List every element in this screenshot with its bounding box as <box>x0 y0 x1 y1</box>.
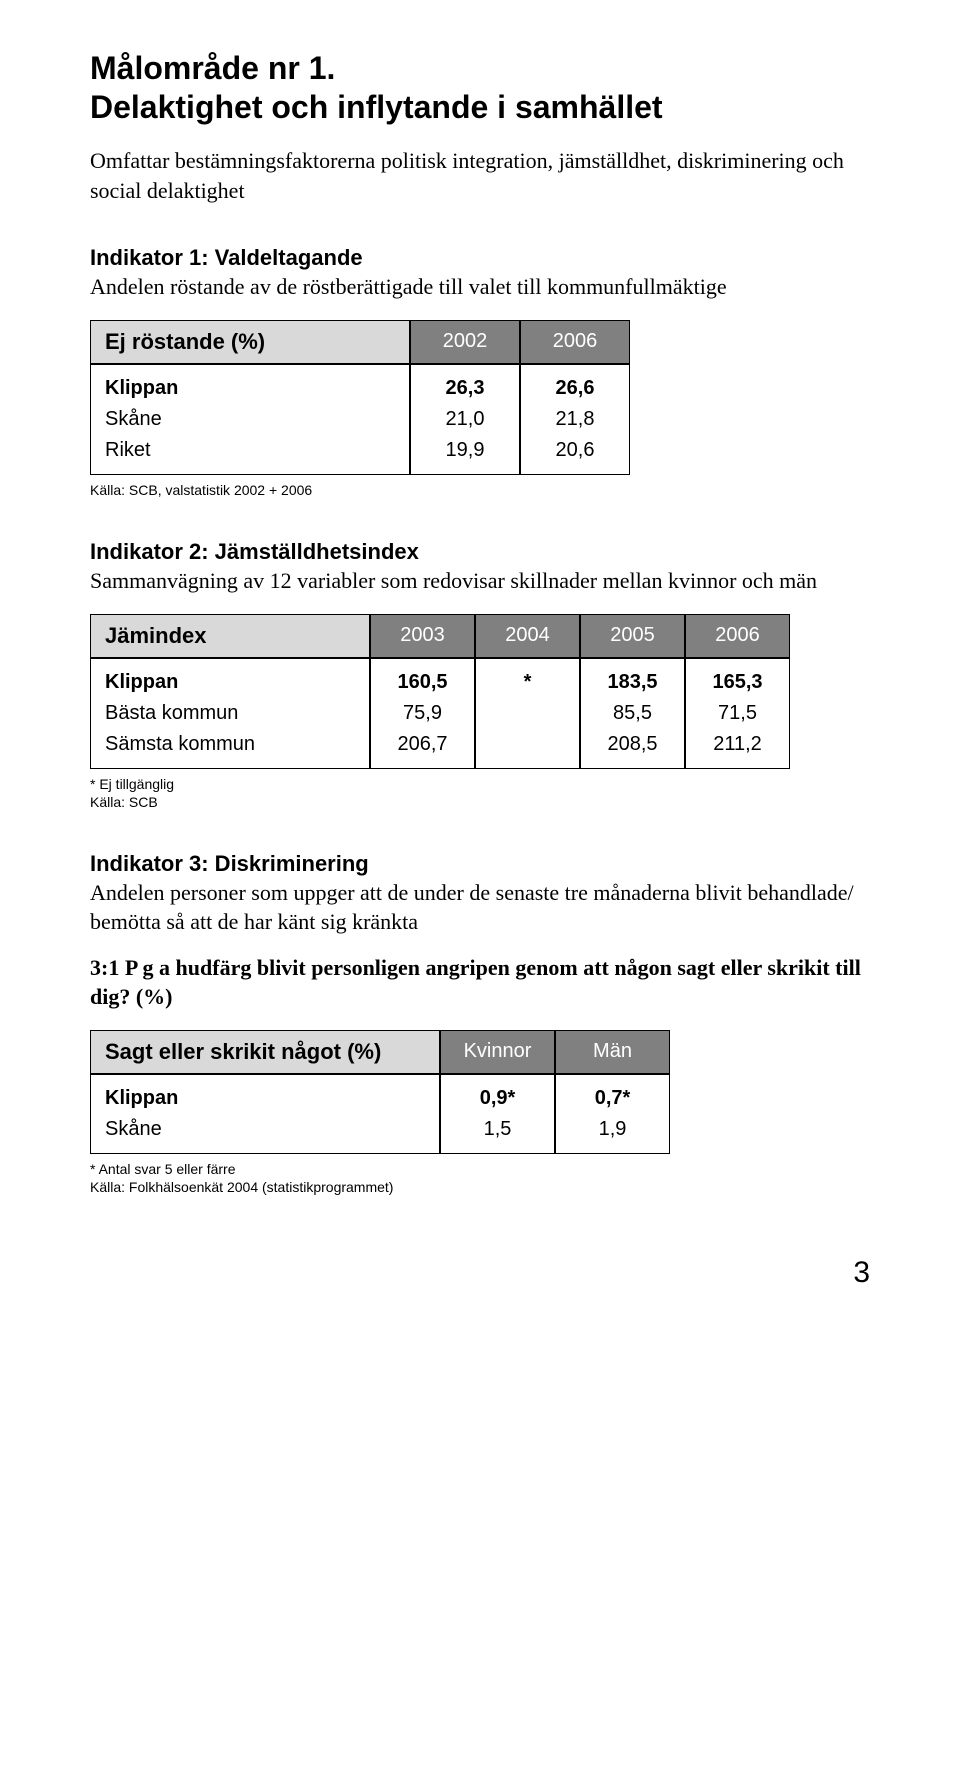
table-cell: 21,8 <box>521 404 629 435</box>
table-cell: 71,5 <box>686 698 789 729</box>
table-column-header: 2004 <box>475 614 580 658</box>
table-column-values: * <box>475 658 580 769</box>
indikator3-source: * Antal svar 5 eller färre Källa: Folkhä… <box>90 1160 870 1196</box>
table-cell: 26,6 <box>521 373 629 404</box>
indikator2-table: Jämindex2003200420052006 KlippanBästa kom… <box>90 614 790 769</box>
indikator1-table: Ej röstande (%)20022006 KlippanSkåneRiket… <box>90 320 630 475</box>
indikator2-title: Indikator 2: Jämställdhetsindex <box>90 539 870 565</box>
table-cell: 0,7* <box>556 1083 669 1114</box>
table-cell: 165,3 <box>686 667 789 698</box>
indikator3-title: Indikator 3: Diskriminering <box>90 851 870 877</box>
table-cell: 211,2 <box>686 729 789 760</box>
table-cell: 0,9* <box>441 1083 554 1114</box>
table-cell: 160,5 <box>371 667 474 698</box>
table-cell: 75,9 <box>371 698 474 729</box>
table-column-values: 26,321,019,9 <box>410 364 520 475</box>
table-row-label: Klippan <box>105 373 395 404</box>
table-column-values: 183,585,5208,5 <box>580 658 685 769</box>
table-cell <box>476 698 579 729</box>
table-column-values: 0,7*1,9 <box>555 1074 670 1154</box>
table-column-values: 160,575,9206,7 <box>370 658 475 769</box>
indikator2-source-note: * Ej tillgänglig <box>90 775 870 793</box>
table-cell: 1,5 <box>441 1114 554 1145</box>
table-cell: 206,7 <box>371 729 474 760</box>
table-header-label: Sagt eller skrikit något (%) <box>90 1030 440 1074</box>
table-cell: * <box>476 667 579 698</box>
table-row-label: Skåne <box>105 404 395 435</box>
table-cell: 19,9 <box>411 435 519 466</box>
table-column-header: 2002 <box>410 320 520 364</box>
table-cell: 208,5 <box>581 729 684 760</box>
table-row-label: Sämsta kommun <box>105 729 355 760</box>
indikator2-source-line: Källa: SCB <box>90 793 870 811</box>
indikator3-desc: Andelen personer som uppger att de under… <box>90 879 870 936</box>
indikator3-source-line: Källa: Folkhälsoenkät 2004 (statistikpro… <box>90 1178 870 1196</box>
table-column-header: 2006 <box>685 614 790 658</box>
table-cell: 183,5 <box>581 667 684 698</box>
table-row-label: Klippan <box>105 1083 425 1114</box>
table-row-labels: KlippanBästa kommunSämsta kommun <box>90 658 370 769</box>
table-cell: 26,3 <box>411 373 519 404</box>
indikator1-desc: Andelen röstande av de röstberättigade t… <box>90 273 870 302</box>
page-title-line2: Delaktighet och inflytande i samhället <box>90 89 870 126</box>
table-cell: 20,6 <box>521 435 629 466</box>
table-column-header: 2005 <box>580 614 685 658</box>
indikator2-desc: Sammanvägning av 12 variabler som redovi… <box>90 567 870 596</box>
table-header-label: Jämindex <box>90 614 370 658</box>
table-column-header: 2003 <box>370 614 475 658</box>
table-column-values: 0,9*1,5 <box>440 1074 555 1154</box>
table-column-values: 26,621,820,6 <box>520 364 630 475</box>
indikator3-subhead: 3:1 P g a hudfärg blivit personligen ang… <box>90 954 870 1011</box>
indikator2-source: * Ej tillgänglig Källa: SCB <box>90 775 870 811</box>
table-row-label: Skåne <box>105 1114 425 1145</box>
intro-paragraph: Omfattar bestämningsfaktorerna politisk … <box>90 146 870 205</box>
table-cell <box>476 729 579 760</box>
table-row-label: Riket <box>105 435 395 466</box>
table-cell: 21,0 <box>411 404 519 435</box>
table-cell: 1,9 <box>556 1114 669 1145</box>
table-cell: 85,5 <box>581 698 684 729</box>
table-row-label: Klippan <box>105 667 355 698</box>
table-column-header: Män <box>555 1030 670 1074</box>
indikator1-title: Indikator 1: Valdeltagande <box>90 245 870 271</box>
table-column-header: Kvinnor <box>440 1030 555 1074</box>
table-row-label: Bästa kommun <box>105 698 355 729</box>
indikator1-source: Källa: SCB, valstatistik 2002 + 2006 <box>90 481 870 499</box>
table-column-header: 2006 <box>520 320 630 364</box>
indikator3-table: Sagt eller skrikit något (%)KvinnorMän Kl… <box>90 1030 670 1154</box>
page-number: 3 <box>90 1256 870 1290</box>
table-column-values: 165,371,5211,2 <box>685 658 790 769</box>
indikator3-source-note: * Antal svar 5 eller färre <box>90 1160 870 1178</box>
page-title-line1: Målområde nr 1. <box>90 50 870 87</box>
table-row-labels: KlippanSkåneRiket <box>90 364 410 475</box>
table-row-labels: KlippanSkåne <box>90 1074 440 1154</box>
table-header-label: Ej röstande (%) <box>90 320 410 364</box>
